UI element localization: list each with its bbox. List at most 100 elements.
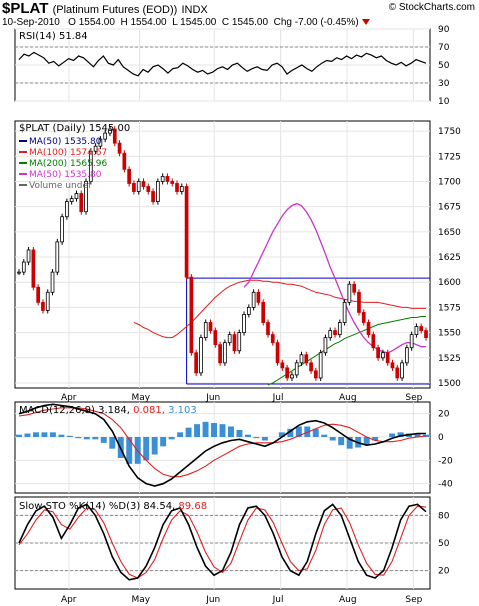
price-tick-label: 1675 <box>438 203 461 213</box>
ma50-line <box>243 202 426 354</box>
macd-histogram-bar <box>83 437 90 440</box>
candle-body <box>50 271 55 293</box>
candle-body <box>151 191 155 203</box>
brand-text: © StockCharts.com <box>388 2 475 13</box>
sto-k-value: 84.54, <box>143 501 178 512</box>
candle-body <box>132 183 136 192</box>
month-label-bottom: Jun <box>205 595 220 605</box>
month-label-bottom: May <box>132 595 151 605</box>
candle-body <box>251 291 256 308</box>
price-tick-label: 1725 <box>438 152 461 162</box>
legend-entry: MA(50) 1535.80 <box>29 137 102 147</box>
macd-histogram-bar <box>185 427 192 437</box>
quote-date: 10-Sep-2010 <box>2 17 60 28</box>
candle-body <box>208 322 213 331</box>
quote-close: 1545.00 <box>231 17 269 28</box>
candle-body <box>270 334 275 344</box>
macd-histogram-bar <box>287 428 294 437</box>
candle-body <box>17 271 21 274</box>
candle-body <box>409 334 414 349</box>
candle-body <box>381 352 385 359</box>
candle-body <box>328 330 333 339</box>
candle-body <box>84 181 88 213</box>
legend-entry: MA(100) 1574.67 <box>29 148 107 158</box>
candle-body <box>127 168 131 184</box>
macd-histogram-bar <box>253 437 260 439</box>
macd-histogram-bar <box>244 434 251 437</box>
candle-body <box>400 362 404 379</box>
macd-histogram-bar <box>100 437 107 443</box>
candle-body <box>26 249 31 263</box>
macd-signal-value: 0.081, <box>133 405 168 416</box>
candle-body <box>122 152 127 170</box>
candle-body <box>112 128 117 144</box>
month-label-bottom: Apr <box>61 595 77 605</box>
candle-body <box>36 286 41 303</box>
macd-histogram-bar <box>66 435 73 437</box>
macd-histogram-bar <box>321 434 328 437</box>
macd-histogram-bar <box>346 437 353 449</box>
candle-body <box>227 334 232 344</box>
macd-signal-line <box>18 407 427 478</box>
sto-k-line <box>18 503 427 581</box>
sto-tick-label: 50 <box>438 539 450 549</box>
macd-value: 3.184, <box>98 405 133 416</box>
macd-histogram-bar <box>295 426 302 437</box>
price-tick-label: 1600 <box>438 278 461 288</box>
candle-body <box>93 145 98 152</box>
price-tick-label: 1625 <box>438 253 461 263</box>
candle-body <box>60 216 64 243</box>
candle-body <box>69 198 74 203</box>
macd-histogram-bar <box>16 434 22 437</box>
candle-body <box>275 342 280 364</box>
macd-tick-label: -20 <box>438 456 453 466</box>
candle-body <box>299 354 304 364</box>
candle-body <box>223 342 227 364</box>
month-label: Apr <box>61 393 77 403</box>
candle-body <box>232 334 237 352</box>
candle-body <box>357 291 361 313</box>
candle-body <box>304 354 309 364</box>
price-panel <box>14 120 431 389</box>
candle-body <box>156 181 160 203</box>
rsi-tick-label: 90 <box>438 25 450 35</box>
macd-histogram-bar <box>236 430 243 437</box>
quote-change-label: Chg <box>273 17 292 28</box>
quote-low-label: L <box>172 17 178 28</box>
macd-histogram-bar <box>312 428 319 437</box>
ticker-title: $PLAT (Platinum Futures (EOD)) INDX <box>2 0 208 17</box>
candle-body <box>31 249 36 288</box>
ticker-description: (Platinum Futures (EOD)) <box>52 4 178 16</box>
candle-body <box>136 181 141 192</box>
candle-body <box>337 322 342 335</box>
sto-d-value: 89.68 <box>178 501 207 512</box>
month-label: Aug <box>339 393 357 403</box>
candle-body <box>175 183 179 192</box>
macd-histogram-bar <box>49 432 56 437</box>
price-tick-label: 1500 <box>438 379 461 389</box>
sto-label: Slow STO %K(14) %D(3) 84.54, 89.68 <box>19 501 207 512</box>
macd-histogram-bar <box>414 433 421 437</box>
candle-body <box>237 332 242 352</box>
price-tick-label: 1750 <box>438 127 461 137</box>
month-label: May <box>132 393 151 403</box>
quote-open: 1554.00 <box>78 17 115 28</box>
macd-line <box>18 403 426 487</box>
candle-body <box>309 362 313 372</box>
macd-histogram-bar <box>228 426 234 437</box>
macd-histogram-bar <box>261 437 268 441</box>
macd-label: MACD(12,26,9) 3.184, 0.081, 3.103 <box>19 405 197 416</box>
candle-body <box>371 334 376 349</box>
candle-body <box>45 291 50 311</box>
candle-body <box>419 326 424 331</box>
quote-high-label: H <box>120 17 128 28</box>
macd-histogram-bar <box>32 432 39 437</box>
candle-body <box>347 283 352 303</box>
ma200-line <box>267 316 426 386</box>
month-label-bottom: Sep <box>405 595 422 605</box>
candle-body <box>285 367 289 379</box>
quote-high: 1554.00 <box>130 17 167 28</box>
month-label-bottom: Aug <box>339 595 357 605</box>
macd-histogram-bar <box>329 437 336 441</box>
macd-tick-label: 0 <box>438 433 444 443</box>
